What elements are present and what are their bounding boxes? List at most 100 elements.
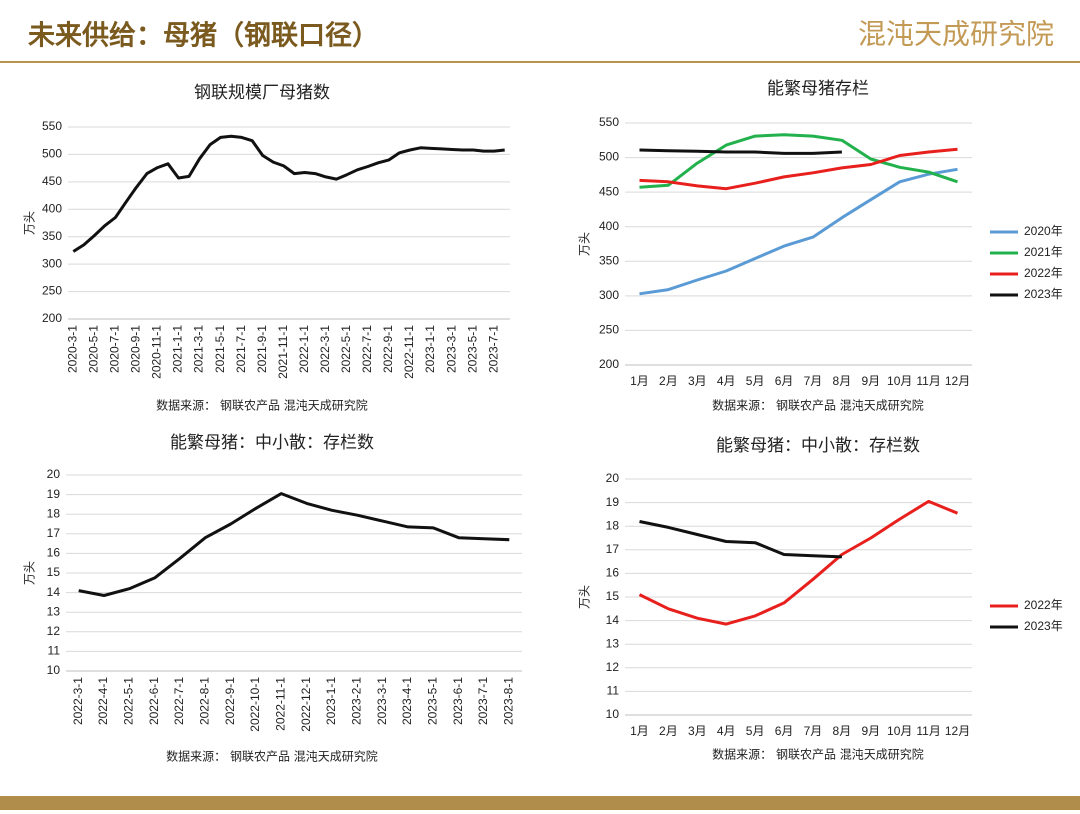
x-tick-label: 3月 bbox=[688, 374, 707, 388]
y-tick-label: 16 bbox=[47, 546, 61, 560]
x-tick-label: 2022-5-1 bbox=[122, 677, 136, 725]
x-tick-label: 2022-9-1 bbox=[223, 677, 237, 725]
y-tick-label: 10 bbox=[47, 663, 61, 677]
x-tick-label: 2021-9-1 bbox=[255, 325, 269, 373]
y-tick-label: 11 bbox=[607, 684, 620, 698]
y-tick-label: 550 bbox=[599, 115, 619, 129]
x-tick-label: 11月 bbox=[916, 724, 940, 738]
y-tick-label: 400 bbox=[42, 201, 62, 215]
y-axis-label: 万头 bbox=[578, 232, 592, 256]
x-tick-label: 2022-4-1 bbox=[96, 677, 110, 725]
footer-bar bbox=[0, 796, 1080, 810]
x-tick-label: 5月 bbox=[746, 374, 765, 388]
y-tick-label: 550 bbox=[42, 119, 62, 133]
x-tick-label: 2023-7-1 bbox=[486, 325, 500, 373]
y-tick-label: 10 bbox=[606, 707, 620, 721]
legend-label: 2023年 bbox=[1024, 287, 1063, 301]
source: 数据来源： 钢联农产品 混沌天成研究院 bbox=[712, 398, 924, 413]
x-tick-label: 12月 bbox=[945, 374, 970, 388]
x-tick-label: 9月 bbox=[861, 374, 880, 388]
y-tick-label: 500 bbox=[42, 147, 62, 161]
legend-label: 2020年 bbox=[1024, 224, 1063, 238]
chart-title: 能繁母猪：中小散：存栏数 bbox=[716, 436, 920, 456]
x-tick-label: 2023-6-1 bbox=[451, 677, 465, 725]
x-tick-label: 6月 bbox=[775, 724, 794, 738]
x-tick-label: 2020-9-1 bbox=[129, 325, 143, 373]
x-tick-label: 11月 bbox=[916, 374, 940, 388]
x-tick-label: 1月 bbox=[630, 374, 649, 388]
y-tick-label: 450 bbox=[42, 174, 62, 188]
x-tick-label: 2022-8-1 bbox=[198, 677, 212, 725]
x-tick-label: 7月 bbox=[804, 374, 823, 388]
y-tick-label: 13 bbox=[47, 604, 61, 618]
x-tick-label: 2020-5-1 bbox=[86, 325, 100, 373]
data-line bbox=[639, 133, 958, 189]
x-tick-label: 1月 bbox=[630, 724, 649, 738]
y-tick-label: 200 bbox=[599, 357, 619, 371]
x-tick-label: 2023-5-1 bbox=[426, 677, 440, 725]
x-tick-label: 12月 bbox=[945, 724, 970, 738]
y-tick-label: 300 bbox=[599, 288, 619, 302]
x-tick-label: 2023-3-1 bbox=[375, 677, 389, 725]
x-tick-label: 2022-10-1 bbox=[248, 677, 262, 732]
data-line bbox=[78, 492, 510, 597]
y-tick-label: 350 bbox=[599, 253, 619, 267]
source: 数据来源： 钢联农产品 混沌天成研究院 bbox=[712, 747, 924, 762]
x-tick-label: 2023-3-1 bbox=[444, 325, 458, 373]
x-tick-label: 10月 bbox=[887, 374, 912, 388]
x-tick-label: 2023-1-1 bbox=[423, 325, 437, 373]
x-tick-label: 2023-5-1 bbox=[465, 325, 479, 373]
y-tick-label: 12 bbox=[606, 660, 620, 674]
slide-title: 未来供给：母猪（钢联口径） bbox=[28, 21, 379, 52]
x-tick-label: 2022-11-1 bbox=[402, 325, 416, 379]
x-tick-label: 2021-1-1 bbox=[171, 325, 185, 373]
x-tick-label: 2023-1-1 bbox=[324, 677, 338, 725]
y-tick-label: 14 bbox=[606, 613, 620, 627]
y-tick-label: 18 bbox=[606, 518, 620, 532]
x-tick-label: 2022-3-1 bbox=[71, 677, 85, 725]
x-tick-label: 2022-6-1 bbox=[147, 677, 161, 725]
x-tick-label: 4月 bbox=[717, 724, 736, 738]
x-tick-label: 2022-9-1 bbox=[381, 325, 395, 373]
x-tick-label: 8月 bbox=[833, 374, 852, 388]
data-line bbox=[639, 147, 958, 191]
x-tick-label: 4月 bbox=[717, 374, 736, 388]
data-line bbox=[72, 134, 505, 253]
x-tick-label: 2021-5-1 bbox=[213, 325, 227, 373]
y-tick-label: 15 bbox=[606, 589, 620, 603]
x-tick-label: 6月 bbox=[775, 374, 794, 388]
x-tick-label: 2021-7-1 bbox=[234, 325, 248, 373]
y-tick-label: 200 bbox=[42, 311, 62, 325]
x-tick-label: 2023-2-1 bbox=[350, 677, 364, 725]
x-tick-label: 9月 bbox=[861, 724, 880, 738]
x-tick-label: 2022-3-1 bbox=[318, 325, 332, 373]
x-tick-label: 2023-8-1 bbox=[502, 677, 516, 725]
chart-title: 钢联规模厂母猪数 bbox=[194, 83, 330, 103]
y-tick-label: 19 bbox=[47, 487, 61, 501]
x-tick-label: 2022-7-1 bbox=[172, 677, 186, 725]
x-tick-label: 2月 bbox=[659, 374, 678, 388]
y-tick-label: 11 bbox=[48, 644, 61, 658]
y-tick-label: 13 bbox=[606, 636, 620, 650]
y-tick-label: 300 bbox=[42, 256, 62, 270]
source: 数据来源： 钢联农产品 混沌天成研究院 bbox=[166, 749, 378, 764]
x-tick-label: 2022-7-1 bbox=[360, 325, 374, 373]
chart-title: 能繁母猪：中小散：存栏数 bbox=[170, 433, 374, 453]
y-tick-label: 20 bbox=[47, 467, 61, 481]
x-tick-label: 2021-3-1 bbox=[192, 325, 206, 373]
x-tick-label: 2月 bbox=[659, 724, 678, 738]
x-tick-label: 3月 bbox=[688, 724, 707, 738]
y-axis-label: 万头 bbox=[578, 585, 592, 609]
x-tick-label: 2023-4-1 bbox=[400, 677, 414, 725]
x-tick-label: 10月 bbox=[887, 724, 912, 738]
data-line bbox=[639, 520, 842, 559]
y-tick-label: 17 bbox=[606, 542, 620, 556]
source: 数据来源： 钢联农产品 混沌天成研究院 bbox=[156, 398, 368, 413]
chart-title: 能繁母猪存栏 bbox=[767, 79, 869, 99]
y-tick-label: 500 bbox=[599, 150, 619, 164]
x-tick-label: 2022-11-1 bbox=[274, 677, 288, 731]
y-tick-label: 14 bbox=[47, 585, 61, 599]
header-rule bbox=[0, 61, 1080, 63]
y-tick-label: 12 bbox=[47, 624, 61, 638]
